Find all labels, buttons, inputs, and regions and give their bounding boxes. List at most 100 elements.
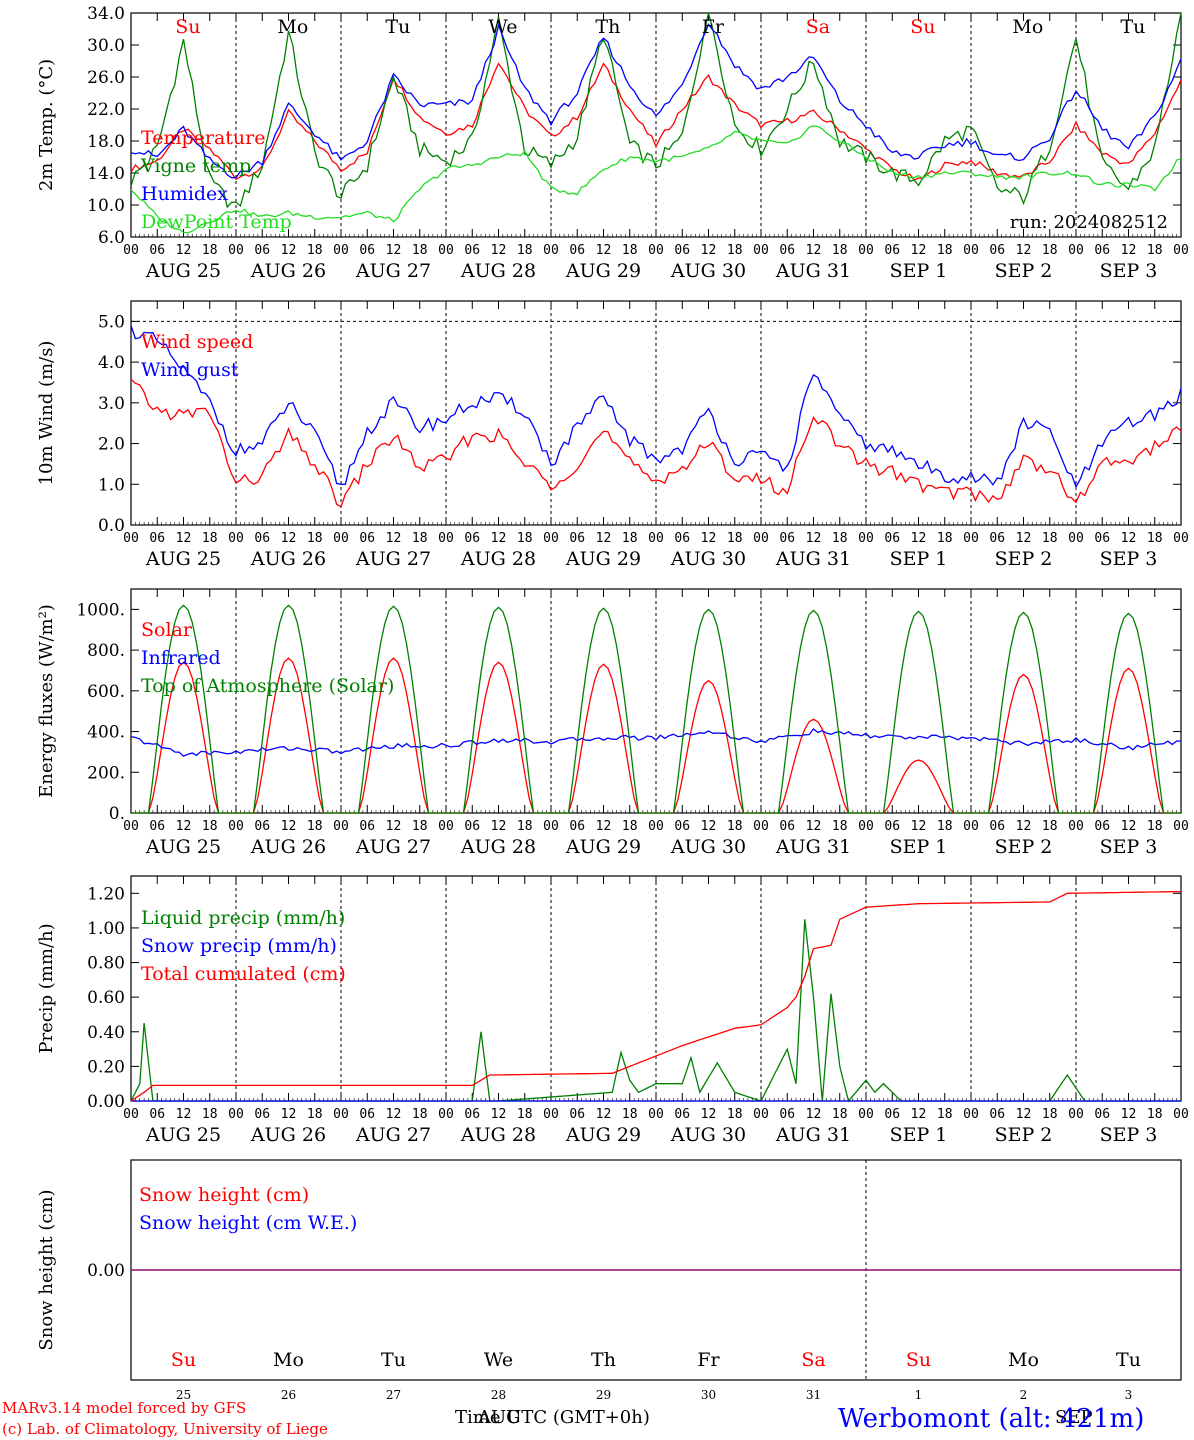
x-hour-label: 18 [832,243,848,258]
day-number-label: 1 [915,1388,923,1402]
day-number-label: 25 [176,1388,191,1402]
x-hour-label: 00 [858,243,874,258]
x-hour-label: 06 [674,531,690,546]
x-hour-label: 12 [806,1107,822,1122]
legend-entry: Infrared [141,647,221,669]
x-hour-label: 18 [202,1107,218,1122]
x-hour-label: 00 [1173,819,1189,834]
x-hour-label: 00 [333,531,349,546]
x-hour-label: 18 [202,531,218,546]
day-number-label: 31 [806,1388,821,1402]
x-hour-label: 18 [517,1107,533,1122]
x-hour-label: 12 [386,531,402,546]
x-hour-label: 00 [963,1107,979,1122]
x-hour-label: 18 [1147,531,1163,546]
x-hour-label: 00 [1068,1107,1084,1122]
x-hour-label: 18 [307,531,323,546]
y-tick-label: 26.0 [87,68,125,88]
legend-entry: Top of Atmosphere (Solar) [141,675,394,697]
x-hour-label: 06 [989,243,1005,258]
x-hour-label: 00 [1173,531,1189,546]
weekday-label-top: Mo [1012,16,1043,38]
y-tick-label: 2.0 [98,435,125,455]
y-axis-label: 2m Temp. (°C) [36,59,57,191]
panel-0-series: Temperature Vigne temp Humidex DewPoint Tem… [130,12,1182,234]
panel-3-frame: 00 06 12 18 00 06 12 18 00 06 12 18 00 06 12 18 00 06 12 18… [36,875,1189,1146]
x-date-label: AUG 27 [355,836,431,858]
day-number-label: 28 [491,1388,506,1402]
x-hour-label: 18 [412,531,428,546]
y-tick-label: 30.0 [87,36,125,56]
panel-3-series: Liquid precip (mm/h) Snow precip (mm/h) To… [130,890,1181,1103]
weekday-label-top: Tu [1120,16,1145,38]
y-tick-label: 0.40 [87,1023,125,1043]
legend-entry: Solar [141,619,193,641]
legend-entry: Temperature [141,127,265,149]
x-hour-label: 00 [648,1107,664,1122]
x-hour-label: 18 [832,531,848,546]
panel-2-frame: 00 06 12 18 00 06 12 18 00 06 12 18 00 06 12 18 00 06 12 18… [36,588,1189,858]
x-hour-label: 06 [989,531,1005,546]
x-date-label: AUG 29 [565,548,641,570]
day-number-label: 29 [596,1388,611,1402]
x-hour-label: 18 [937,531,953,546]
x-hour-label: 18 [1042,819,1058,834]
weekday-label-bottom: Tu [1116,1349,1141,1371]
x-hour-label: 06 [254,819,270,834]
x-date-label: SEP 3 [1100,548,1158,570]
x-date-label: AUG 31 [775,836,851,858]
y-tick-label: 14.0 [87,164,125,184]
x-hour-label: 18 [1042,1107,1058,1122]
x-hour-label: 00 [123,243,139,258]
x-hour-label: 06 [464,819,480,834]
x-date-label: SEP 1 [890,836,948,858]
x-date-label: AUG 26 [250,836,326,858]
x-hour-label: 12 [491,1107,507,1122]
x-hour-label: 06 [464,243,480,258]
x-hour-label: 00 [753,531,769,546]
panel-2-series: Solar Infrared Top of Atmosphere (Solar) [130,604,1182,814]
x-hour-label: 12 [281,243,297,258]
x-date-label: AUG 26 [250,1124,326,1146]
x-hour-label: 12 [596,243,612,258]
y-tick-label: 400. [87,723,125,743]
x-date-label: AUG 28 [460,548,536,570]
x-hour-label: 06 [149,243,165,258]
x-date-label: SEP 2 [995,548,1053,570]
y-tick-label: 4.0 [98,353,125,373]
weekday-label-bottom: Sa [801,1349,825,1371]
x-date-label: AUG 27 [355,1124,431,1146]
series-line-vigne-temp [130,12,1182,209]
x-hour-label: 06 [884,1107,900,1122]
day-number-label: 27 [386,1388,401,1402]
x-date-label: AUG 31 [775,1124,851,1146]
legend-entry: Wind speed [141,331,253,353]
x-date-label: AUG 25 [145,836,221,858]
x-hour-label: 18 [517,531,533,546]
x-date-label: AUG 29 [565,260,641,282]
x-date-label: AUG 30 [670,548,746,570]
x-hour-label: 06 [149,819,165,834]
x-hour-label: 00 [753,1107,769,1122]
x-hour-label: 00 [438,531,454,546]
weekday-label-bottom: Su [171,1349,196,1371]
month-overlay-aug: AUG [477,1407,521,1428]
x-hour-label: 12 [701,819,717,834]
x-axis-label: Time UTC (GMT+0h) [455,1407,650,1428]
y-tick-label: 0.00 [87,1261,125,1281]
x-hour-label: 12 [491,243,507,258]
x-date-label: AUG 28 [460,836,536,858]
x-hour-label: 00 [228,1107,244,1122]
x-hour-label: 18 [622,1107,638,1122]
x-hour-label: 12 [806,819,822,834]
weekday-label-top: Su [910,16,935,38]
y-tick-label: 0.00 [87,1092,125,1112]
plot-frame [130,588,1182,814]
x-hour-label: 18 [727,531,743,546]
run-label: run: 2024082512 [1010,212,1168,233]
x-hour-label: 00 [648,819,664,834]
x-date-label: SEP 1 [890,548,948,570]
series-line-infrared [130,728,1182,757]
x-date-label: SEP 2 [995,260,1053,282]
x-hour-label: 06 [884,819,900,834]
